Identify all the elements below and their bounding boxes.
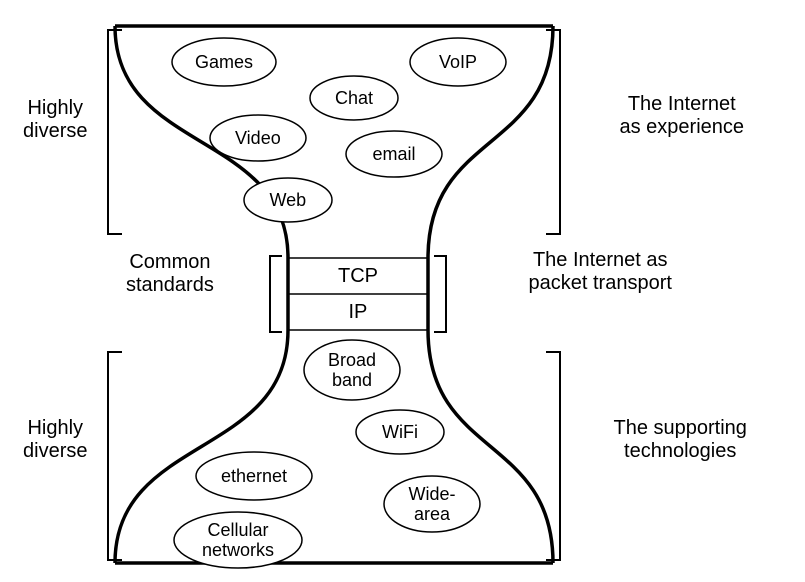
bracket-mid_right [434,256,446,332]
node-label-games: Games [195,52,253,73]
node-label-wifi: WiFi [382,422,418,443]
side-label-mid_left: Common standards [126,251,214,297]
side-label-bot_right: The supporting technologies [614,417,747,463]
node-label-email: email [373,144,416,165]
bracket-mid_left [270,256,282,332]
node-label-chat: Chat [335,88,373,109]
hourglass-diagram: TCP IP Games VoIP Chat Video email Web Broad ban… [0,0,805,582]
node-label-ethernet: ethernet [221,466,287,487]
side-label-top_right: The Internet as experience [620,93,745,139]
node-label-widearea: Wide- area [409,484,456,525]
ip-label: IP [349,301,368,324]
diagram-svg [0,0,805,582]
node-label-voip: VoIP [439,52,477,73]
tcp-label: TCP [338,265,378,288]
side-label-top_left: Highly diverse [23,97,87,143]
side-label-bot_left: Highly diverse [23,417,87,463]
node-label-video: Video [235,128,281,149]
node-label-broadband: Broad band [328,350,376,391]
node-label-cellular: Cellular networks [202,520,274,561]
node-label-web: Web [270,190,307,211]
side-label-mid_right: The Internet as packet transport [529,249,672,295]
